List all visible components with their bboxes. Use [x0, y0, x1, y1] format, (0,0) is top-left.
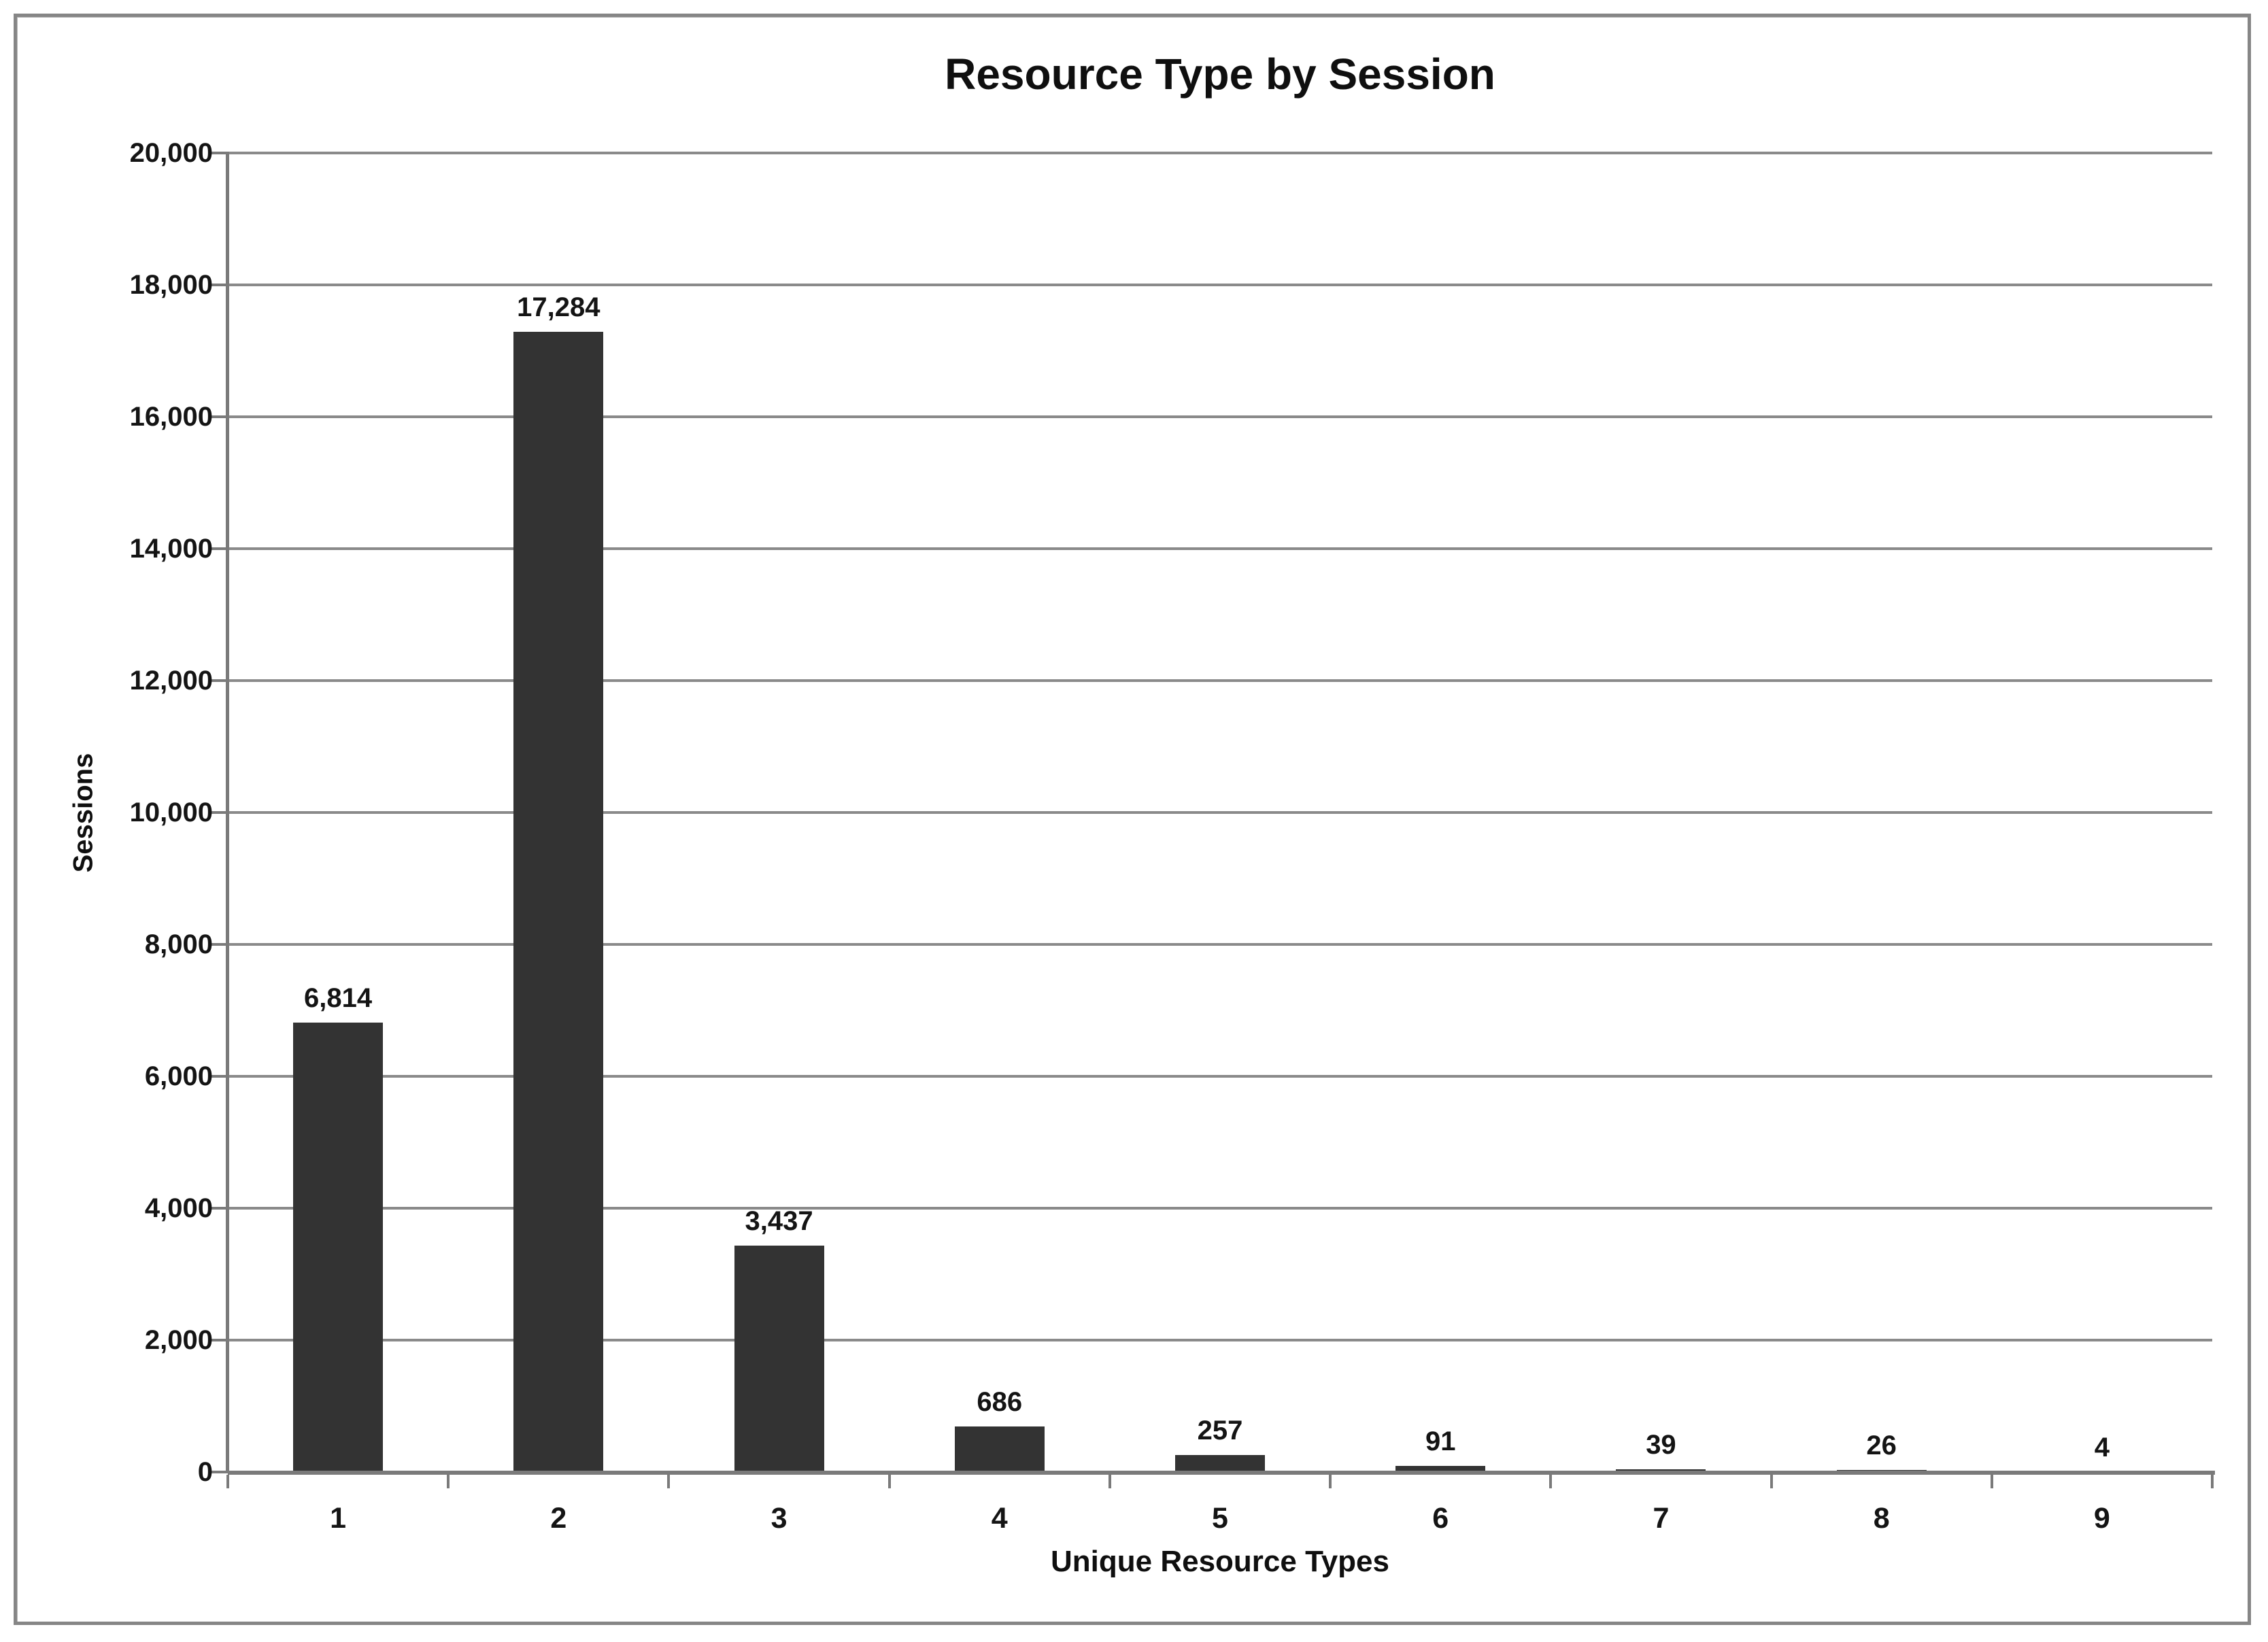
x-tick-label: 6 [1432, 1502, 1449, 1535]
x-axis-title: Unique Resource Types [1051, 1545, 1389, 1578]
y-tick-label: 0 [197, 1457, 213, 1487]
y-tick-label: 16,000 [129, 402, 213, 432]
y-tick-label: 12,000 [129, 666, 213, 696]
x-axis-tick [226, 1475, 229, 1488]
x-axis-line [228, 1471, 2215, 1475]
chart-frame-border [14, 14, 2251, 1625]
y-axis-tick [211, 1339, 228, 1341]
x-axis-tick [1108, 1475, 1111, 1488]
bar [513, 332, 604, 1472]
gridline [228, 415, 2212, 418]
x-tick-label: 9 [2093, 1502, 2110, 1535]
bar-value-label: 257 [1197, 1416, 1243, 1446]
y-axis-tick [211, 1471, 228, 1473]
gridline [228, 1075, 2212, 1078]
bar-value-label: 39 [1646, 1430, 1676, 1460]
y-axis-tick [211, 811, 228, 814]
bar-value-label: 17,284 [517, 292, 600, 323]
bar [1395, 1466, 1486, 1472]
y-tick-label: 4,000 [144, 1193, 213, 1223]
bar [1175, 1455, 1265, 1472]
y-axis-line [226, 152, 229, 1473]
x-tick-label: 2 [550, 1502, 567, 1535]
y-tick-label: 18,000 [129, 270, 213, 300]
x-tick-label: 5 [1212, 1502, 1228, 1535]
y-tick-label: 14,000 [129, 534, 213, 564]
gridline [228, 1207, 2212, 1210]
y-axis-tick [211, 1207, 228, 1210]
chart-title: Resource Type by Session [945, 50, 1495, 99]
y-tick-label: 8,000 [144, 929, 213, 959]
gridline [228, 1339, 2212, 1341]
bar-value-label: 26 [1866, 1431, 1897, 1461]
gridline [228, 943, 2212, 946]
x-tick-label: 4 [991, 1502, 1008, 1535]
y-axis-tick [211, 415, 228, 418]
y-axis-tick [211, 547, 228, 550]
bar-value-label: 91 [1425, 1426, 1456, 1457]
bar-value-label: 6,814 [304, 983, 373, 1014]
x-axis-tick [1770, 1475, 1773, 1488]
y-axis-tick [211, 943, 228, 946]
x-tick-label: 8 [1873, 1502, 1890, 1535]
gridline [228, 679, 2212, 682]
y-axis-tick [211, 1075, 228, 1078]
gridline [228, 811, 2212, 814]
y-tick-label: 20,000 [129, 138, 213, 168]
bar [954, 1426, 1045, 1472]
x-axis-tick [447, 1475, 450, 1488]
gridline [228, 284, 2212, 286]
bar-value-label: 4 [2094, 1432, 2110, 1463]
x-tick-label: 3 [771, 1502, 788, 1535]
y-tick-label: 6,000 [144, 1061, 213, 1091]
x-axis-tick [2211, 1475, 2214, 1488]
x-axis-tick [1990, 1475, 1993, 1488]
bar-value-label: 3,437 [745, 1205, 813, 1236]
x-axis-tick [887, 1475, 891, 1488]
gridline [228, 547, 2212, 550]
x-tick-label: 1 [330, 1502, 347, 1535]
y-tick-label: 10,000 [129, 798, 213, 827]
y-axis-tick [211, 284, 228, 286]
y-axis-tick [211, 152, 228, 154]
x-axis-tick [1549, 1475, 1553, 1488]
y-axis-tick [211, 679, 228, 682]
bar [734, 1245, 824, 1472]
x-tick-label: 7 [1653, 1502, 1670, 1535]
x-axis-tick [667, 1475, 671, 1488]
bar [293, 1023, 384, 1472]
bar-value-label: 686 [977, 1387, 1023, 1418]
y-tick-label: 2,000 [144, 1325, 213, 1355]
x-axis-tick [1329, 1475, 1332, 1488]
gridline [228, 152, 2212, 154]
